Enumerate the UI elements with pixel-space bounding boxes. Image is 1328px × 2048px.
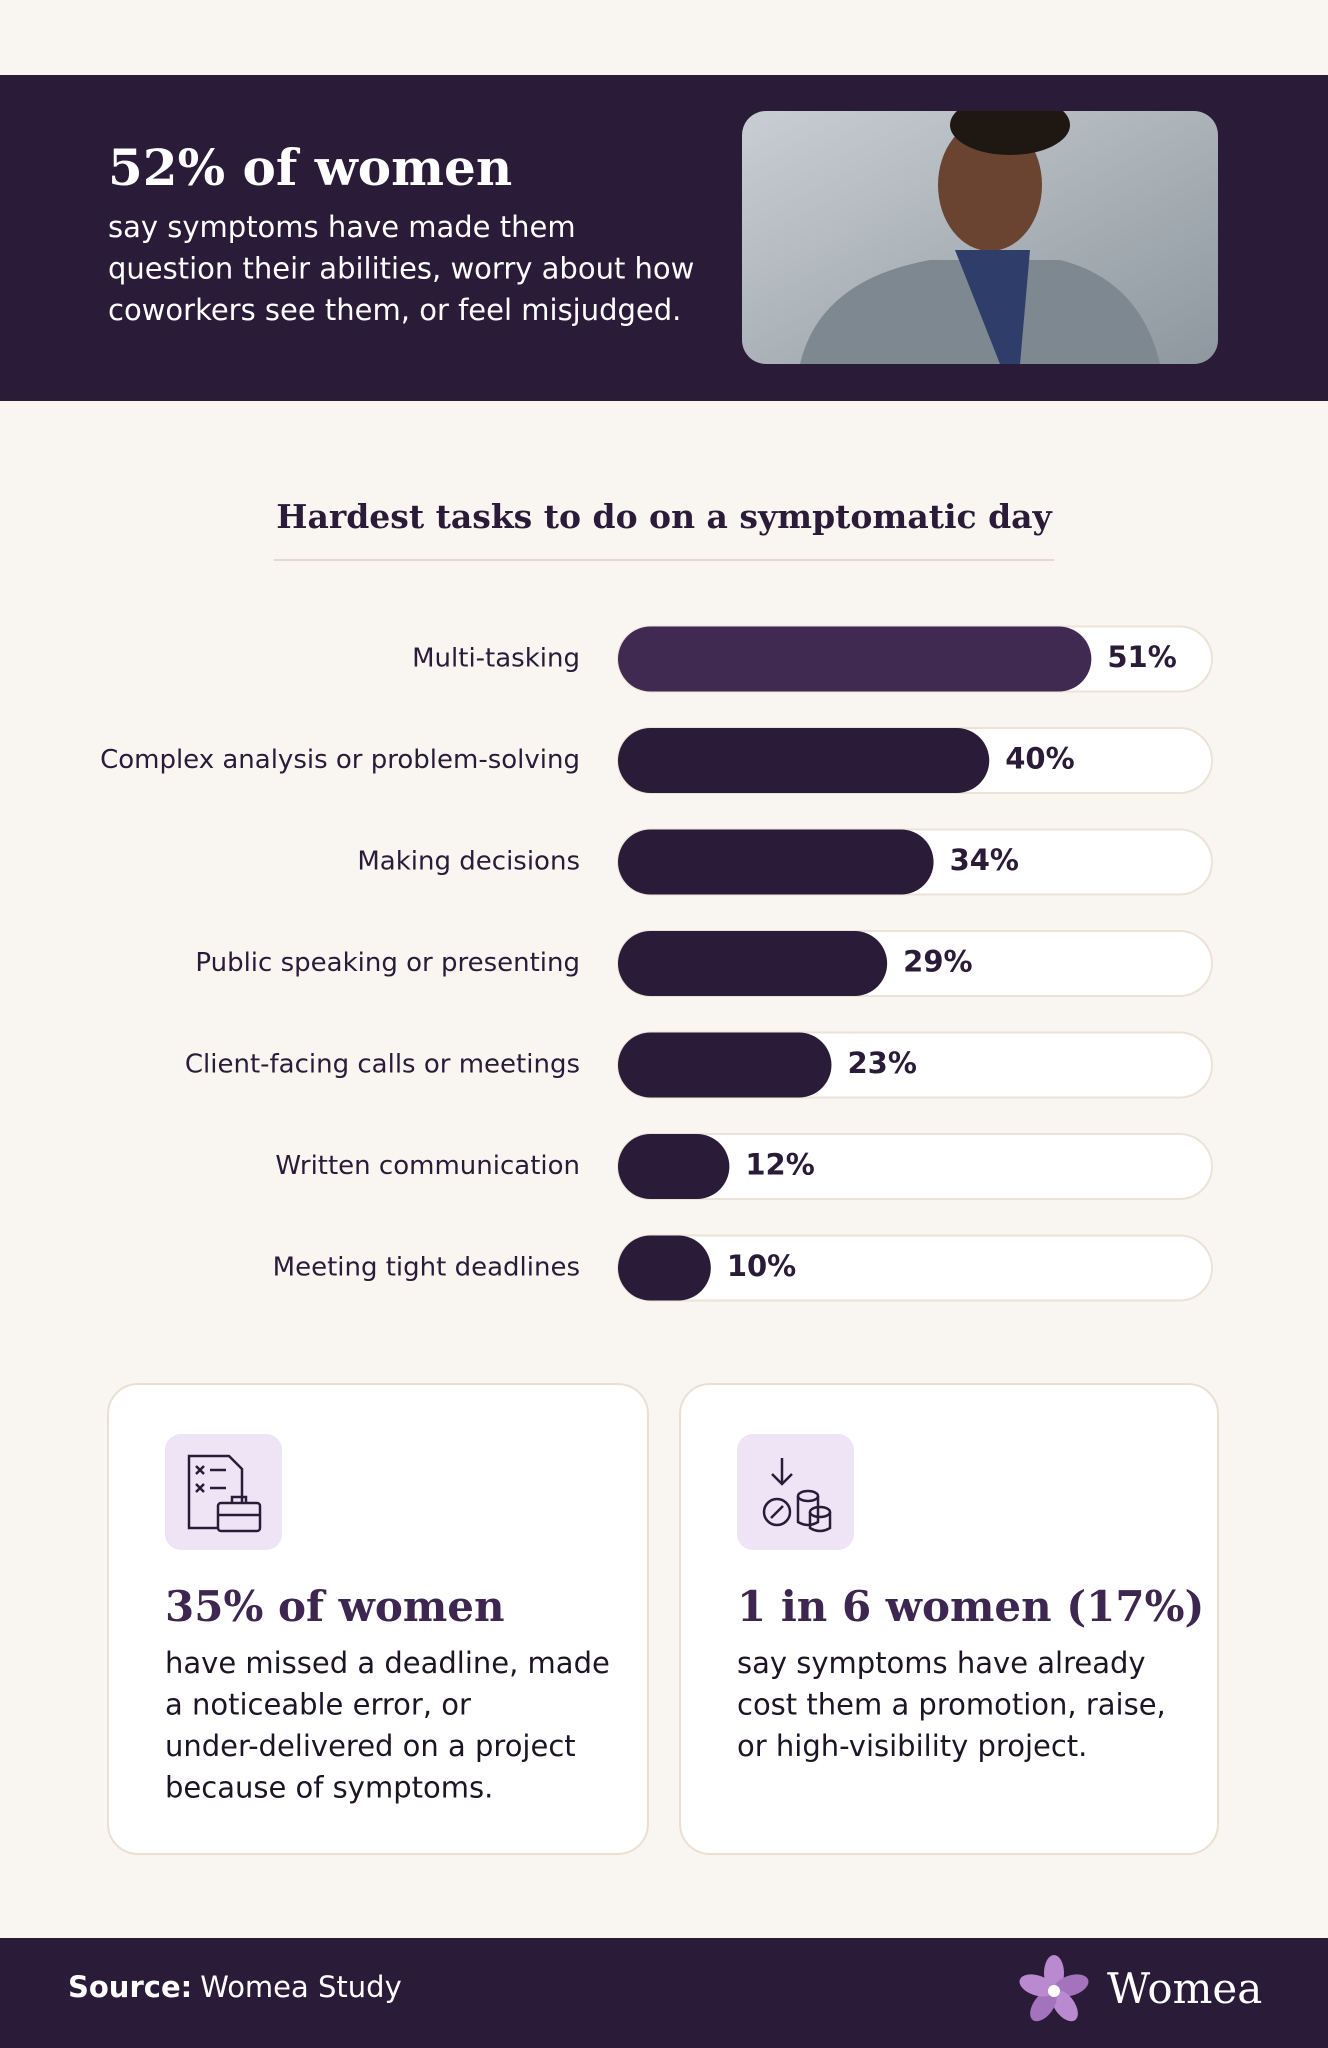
header-title: 52% of women	[108, 138, 512, 197]
bar	[618, 728, 990, 793]
header-body-line: say symptoms have made them	[108, 210, 576, 244]
bar	[618, 1134, 730, 1199]
footer-source: Source: Womea Study	[68, 1970, 402, 2004]
header-body-line: coworkers see them, or feel misjudged.	[108, 293, 681, 327]
value-label: 40%	[1005, 742, 1074, 776]
category-label: Client-facing calls or meetings	[185, 1050, 580, 1080]
category-label: Making decisions	[357, 847, 580, 877]
card-title: 1 in 6 women (17%)	[737, 1582, 1204, 1631]
header-body: say symptoms have made them question thei…	[108, 210, 694, 327]
value-label: 12%	[745, 1148, 814, 1182]
logo-flower	[1019, 1955, 1089, 2022]
bar	[618, 829, 934, 895]
value-label: 34%	[950, 843, 1019, 877]
value-label: 51%	[1107, 640, 1176, 674]
card-body-line: have missed a deadline, made	[165, 1646, 610, 1680]
category-label: Multi-tasking	[412, 644, 580, 674]
icon-document	[165, 1434, 282, 1550]
card-body-line: under-delivered on a project	[165, 1729, 576, 1763]
bar	[618, 626, 1092, 692]
category-label: Written communication	[275, 1151, 580, 1181]
photo	[742, 111, 1218, 364]
card-body-line: because of symptoms.	[165, 1771, 493, 1805]
value-label: 23%	[847, 1046, 916, 1080]
card-body-line: or high-visibility project.	[737, 1729, 1087, 1763]
bar	[618, 931, 888, 996]
value-label: 10%	[727, 1249, 796, 1283]
header-body-line: question their abilities, worry about ho…	[108, 252, 694, 286]
category-label: Meeting tight deadlines	[273, 1253, 580, 1283]
bar	[618, 1032, 832, 1098]
icon-coins	[737, 1434, 854, 1550]
category-label: Complex analysis or problem-solving	[100, 745, 580, 775]
source-label: Source:	[68, 1970, 192, 2004]
bar	[618, 1235, 711, 1301]
category-label: Public speaking or presenting	[195, 948, 580, 978]
bar-chart: Multi-tasking 51% Complex analysis or prob…	[100, 625, 1213, 1302]
card-title: 35% of women	[165, 1582, 505, 1631]
chart-title: Hardest tasks to do on a symptomatic day	[276, 497, 1052, 536]
value-label: 29%	[903, 945, 972, 979]
brand: Womea	[1107, 1964, 1262, 2013]
footer-band	[0, 1938, 1328, 2048]
card-body-line: say symptoms have already	[737, 1646, 1146, 1680]
cards: 35% of women have missed a deadline, made…	[165, 1582, 1204, 1805]
card-body-line: a noticeable error, or	[165, 1688, 471, 1722]
source-name: Womea Study	[200, 1970, 402, 2004]
card-body-line: cost them a promotion, raise,	[737, 1688, 1166, 1722]
